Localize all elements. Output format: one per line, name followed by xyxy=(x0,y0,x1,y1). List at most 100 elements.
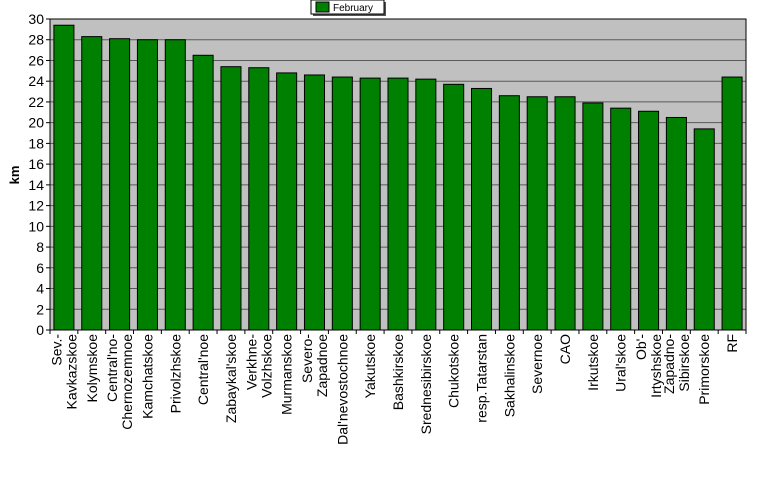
x-tick-label: CAO xyxy=(557,334,573,364)
bar xyxy=(387,77,409,331)
bar xyxy=(582,102,604,331)
x-tick-label: Irkutskoe xyxy=(585,334,601,391)
bar xyxy=(109,38,131,331)
y-tick-label: 26 xyxy=(28,52,44,68)
bar xyxy=(610,107,632,331)
y-axis-label: km xyxy=(7,166,22,185)
bar xyxy=(665,116,687,331)
y-tick-label: 12 xyxy=(28,198,44,214)
x-tick-label-line: Central'noe xyxy=(195,334,211,405)
x-tick-label-line: Ural'skoe xyxy=(613,334,629,392)
x-tick-label-line: Chernozemnoe xyxy=(119,334,135,430)
x-tick-label-line: Severo- xyxy=(299,334,315,383)
x-tick-label-line: Murmanskoe xyxy=(279,334,295,415)
x-tick-label-line: Srednesibirskoe xyxy=(418,334,434,435)
x-tick-label-line: Zapadno- xyxy=(661,334,677,394)
x-tick-label-line: Yakutskoe xyxy=(362,334,378,399)
x-tick-label-line: Volzhskoe xyxy=(258,334,274,398)
bar xyxy=(164,39,186,331)
x-tick-label-line: Privolzhskoe xyxy=(167,334,183,414)
x-tick-label: Primorskoe xyxy=(696,334,712,405)
bar xyxy=(526,96,548,331)
y-tick-label: 16 xyxy=(28,156,44,172)
plot-area: 024681012141618202224262830Sev.-Kavkazsk… xyxy=(28,11,747,445)
x-tick-label: Ural'skoe xyxy=(613,334,629,392)
x-tick-label-line: Sev.- xyxy=(48,334,64,366)
x-tick-label: Sev.-Kavkazskoe xyxy=(48,334,79,410)
legend-label: February xyxy=(333,3,373,14)
x-tick-label-line: RF xyxy=(724,334,740,353)
x-tick-label: Murmanskoe xyxy=(279,334,295,415)
x-tick-label-line: Bashkirskoe xyxy=(390,334,406,410)
bar xyxy=(331,76,353,331)
x-tick-label: Kamchatskoe xyxy=(139,334,155,419)
y-tick-label: 10 xyxy=(28,218,44,234)
x-tick-label-line: Zapadnoe xyxy=(314,334,330,397)
x-tick-label-line: Sibirskoe xyxy=(676,334,692,392)
y-tick-label: 4 xyxy=(36,281,44,297)
bar xyxy=(638,110,660,331)
bar xyxy=(443,83,465,331)
x-tick-label: Sakhalinskoe xyxy=(501,334,517,417)
x-tick-label-line: Irkutskoe xyxy=(585,334,601,391)
x-tick-label-line: Sakhalinskoe xyxy=(501,334,517,417)
x-tick-label: Zapadno-Sibirskoe xyxy=(661,334,692,394)
x-tick-label-line: Kolymskoe xyxy=(84,334,100,403)
x-tick-label: Bashkirskoe xyxy=(390,334,406,410)
x-tick-label-line: Primorskoe xyxy=(696,334,712,405)
x-tick-label: Chukotskoe xyxy=(446,334,462,408)
y-tick-label: 18 xyxy=(28,135,44,151)
bar xyxy=(220,66,242,331)
x-tick-label-line: Ob'- xyxy=(633,334,649,360)
y-tick-label: 30 xyxy=(28,11,44,27)
x-tick-label-line: Zabaykal'skoe xyxy=(223,334,239,423)
x-tick-label: Kolymskoe xyxy=(84,334,100,403)
x-tick-label-line: Dal'nevostochnoe xyxy=(334,334,350,445)
bar xyxy=(471,87,493,331)
x-tick-label: Severo-Zapadnoe xyxy=(299,334,330,397)
x-tick-label: Verkhne-Volzhskoe xyxy=(243,334,274,398)
x-tick-label-line: Kavkazskoe xyxy=(63,334,79,410)
x-tick-label-line: Kamchatskoe xyxy=(139,334,155,419)
x-tick-label: RF xyxy=(724,334,740,353)
y-tick-label: 8 xyxy=(36,239,44,255)
bar xyxy=(53,24,75,331)
plot-frame xyxy=(49,18,747,331)
y-tick-label: 2 xyxy=(36,301,44,317)
x-tick-label-line: Chukotskoe xyxy=(446,334,462,408)
x-tick-label-line: Irtyshskoe xyxy=(648,334,664,398)
y-tick-label: 14 xyxy=(28,177,44,193)
bar xyxy=(693,128,715,331)
bar xyxy=(498,95,520,331)
x-tick-label-line: Verkhne- xyxy=(243,334,259,390)
y-tick-label: 6 xyxy=(36,260,44,276)
bar xyxy=(415,78,437,331)
bar xyxy=(192,54,214,331)
x-tick-label: Privolzhskoe xyxy=(167,334,183,414)
x-tick-label: resp.Tatarstan xyxy=(474,334,490,423)
y-tick-label: 22 xyxy=(28,94,44,110)
x-tick-label-line: CAO xyxy=(557,334,573,364)
y-tick-label: 28 xyxy=(28,32,44,48)
x-tick-label-line: Severnoe xyxy=(529,334,545,394)
x-tick-label-line: resp.Tatarstan xyxy=(474,334,490,423)
x-tick-label: Dal'nevostochnoe xyxy=(334,334,350,445)
x-tick-label: Srednesibirskoe xyxy=(418,334,434,435)
x-tick-label: Severnoe xyxy=(529,334,545,394)
x-tick-label: Yakutskoe xyxy=(362,334,378,399)
legend: February xyxy=(310,0,386,16)
x-tick-label: Zabaykal'skoe xyxy=(223,334,239,423)
bar xyxy=(554,96,576,331)
y-tick-label: 24 xyxy=(28,73,44,89)
bar xyxy=(303,74,325,331)
bar xyxy=(721,76,743,331)
legend-swatch xyxy=(315,1,330,13)
bar xyxy=(359,77,381,331)
x-tick-label: Central'noe xyxy=(195,334,211,405)
bar xyxy=(136,39,158,331)
bar xyxy=(276,72,298,331)
x-tick-label: Central'no-Chernozemnoe xyxy=(104,334,135,430)
y-tick-label: 0 xyxy=(36,322,44,338)
bar xyxy=(81,36,103,331)
